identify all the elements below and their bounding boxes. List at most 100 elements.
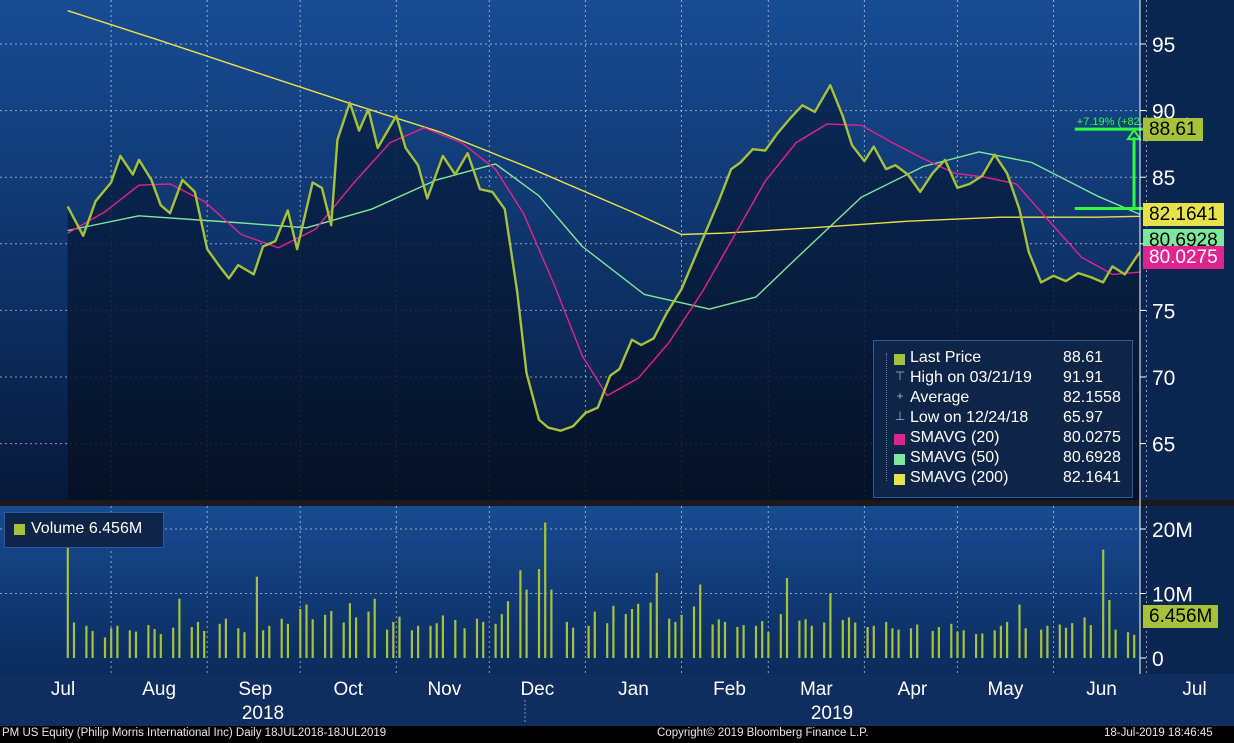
- volume-bar: [1064, 627, 1068, 658]
- volume-bar: [147, 625, 150, 658]
- legend-value: 80.6928: [1063, 449, 1121, 466]
- volume-bar: [429, 625, 432, 659]
- price-tick-label: 65: [1152, 434, 1175, 457]
- month-label: Jul: [51, 679, 75, 700]
- volume-bar: [255, 576, 258, 658]
- volume-bar: [525, 589, 528, 658]
- volume-bar: [891, 628, 894, 658]
- volume-bar: [699, 584, 702, 658]
- volume-bar: [128, 630, 131, 658]
- chart-canvas: +7.19% (+82.79%ann.) 9590858075706520M10…: [0, 0, 1234, 726]
- volume-bar: [494, 623, 497, 658]
- volume-bar: [785, 578, 789, 658]
- volume-bar: [243, 632, 246, 658]
- legend-tree-line: [886, 353, 888, 481]
- volume-bar: [866, 627, 869, 658]
- legend-marker-icon: +: [896, 389, 904, 403]
- month-label: Apr: [898, 679, 928, 700]
- volume-bar: [950, 623, 953, 658]
- volume-bar: [649, 602, 652, 658]
- volume-bar: [172, 627, 175, 658]
- footer-copyright: Copyright© 2019 Bloomberg Finance L.P.: [657, 727, 869, 739]
- volume-bar: [767, 632, 770, 658]
- panel-divider[interactable]: [0, 500, 1234, 506]
- legend-row: Last Price 88.61: [874, 349, 1132, 369]
- volume-bar: [1089, 625, 1092, 658]
- volume-bar: [190, 627, 193, 658]
- volume-bar: [342, 622, 345, 658]
- volume-bar: [355, 617, 358, 658]
- legend-row: ⊥ Low on 12/24/18 65.97: [874, 409, 1132, 429]
- month-label: Feb: [713, 679, 746, 700]
- volume-bar: [854, 622, 857, 658]
- month-label: Dec: [520, 679, 554, 700]
- volume-bar: [885, 621, 888, 658]
- volume-legend: Volume 6.456M: [4, 512, 164, 548]
- legend-swatch: [894, 434, 905, 445]
- volume-bar: [519, 570, 522, 658]
- legend-label: Low on 12/24/18: [910, 409, 1029, 426]
- volume-bar: [286, 623, 289, 658]
- series-lines: [66, 10, 1140, 432]
- volume-bar: [441, 615, 444, 658]
- volume-bar: [544, 522, 547, 658]
- volume-bar: [324, 614, 327, 658]
- x-axis-background: [0, 674, 1234, 726]
- volume-bar: [72, 622, 76, 658]
- price-area: [67, 85, 1140, 500]
- volume-bar: [116, 625, 119, 659]
- volume-bar: [1046, 625, 1049, 659]
- volume-bar: [1018, 604, 1021, 658]
- volume-bar: [262, 630, 265, 658]
- last-price-area: [67, 85, 1140, 500]
- volume-bar: [103, 637, 107, 658]
- volume-bar: [537, 569, 541, 658]
- volume-bar: [417, 625, 420, 659]
- volume-bar: [196, 621, 200, 658]
- month-label: Nov: [427, 679, 461, 700]
- price-tick-label: 70: [1152, 367, 1175, 390]
- axes: 9590858075706520M10M0JulAugSepOctNovDecJ…: [51, 0, 1207, 724]
- volume-bar: [606, 623, 609, 658]
- volume-bar: [823, 622, 826, 658]
- volume-bar: [587, 625, 590, 659]
- legend-label: Average: [910, 389, 970, 406]
- volume-panel-background: [0, 506, 1140, 674]
- year-label: 2019: [811, 703, 853, 724]
- volume-bar: [668, 618, 671, 658]
- month-label: Sep: [238, 679, 272, 700]
- month-label: Aug: [142, 679, 176, 700]
- volume-bar: [1006, 621, 1009, 658]
- legend-swatch: [894, 454, 905, 465]
- last-value-tag: 82.1641: [1143, 203, 1224, 226]
- legend-label: SMAVG (50): [910, 449, 1000, 466]
- legend-value: 91.91: [1063, 369, 1104, 386]
- volume-bar: [993, 630, 996, 658]
- volume-bar: [962, 630, 965, 658]
- volume-bar: [1108, 600, 1111, 658]
- volume-tick-label: 0: [1152, 648, 1164, 671]
- volume-bar: [804, 619, 807, 658]
- volume-bar: [742, 625, 745, 658]
- volume-bar: [268, 625, 271, 659]
- price-tick-label: 95: [1152, 34, 1175, 57]
- volume-bar: [565, 621, 568, 658]
- volume-bar: [680, 614, 683, 658]
- volume-bar: [956, 631, 959, 658]
- volume-bar: [931, 630, 934, 658]
- volume-bar: [937, 627, 940, 658]
- volume-bar: [305, 604, 308, 658]
- legend-value: 82.1641: [1063, 469, 1121, 486]
- smavg-20-line: [67, 123, 1140, 397]
- volume-bar: [1126, 632, 1130, 658]
- month-label: Mar: [800, 679, 833, 700]
- volume-legend-label: Volume 6.456M: [31, 520, 143, 537]
- volume-bar: [655, 572, 658, 658]
- volume-bar: [367, 611, 370, 658]
- legend-label: SMAVG (20): [910, 429, 1000, 446]
- volume-bar: [692, 606, 696, 658]
- volume-bar: [482, 621, 485, 658]
- volume-tick-label: 20M: [1152, 519, 1193, 542]
- volume-bar: [330, 610, 333, 658]
- legend-row: SMAVG (50) 80.6928: [874, 449, 1132, 469]
